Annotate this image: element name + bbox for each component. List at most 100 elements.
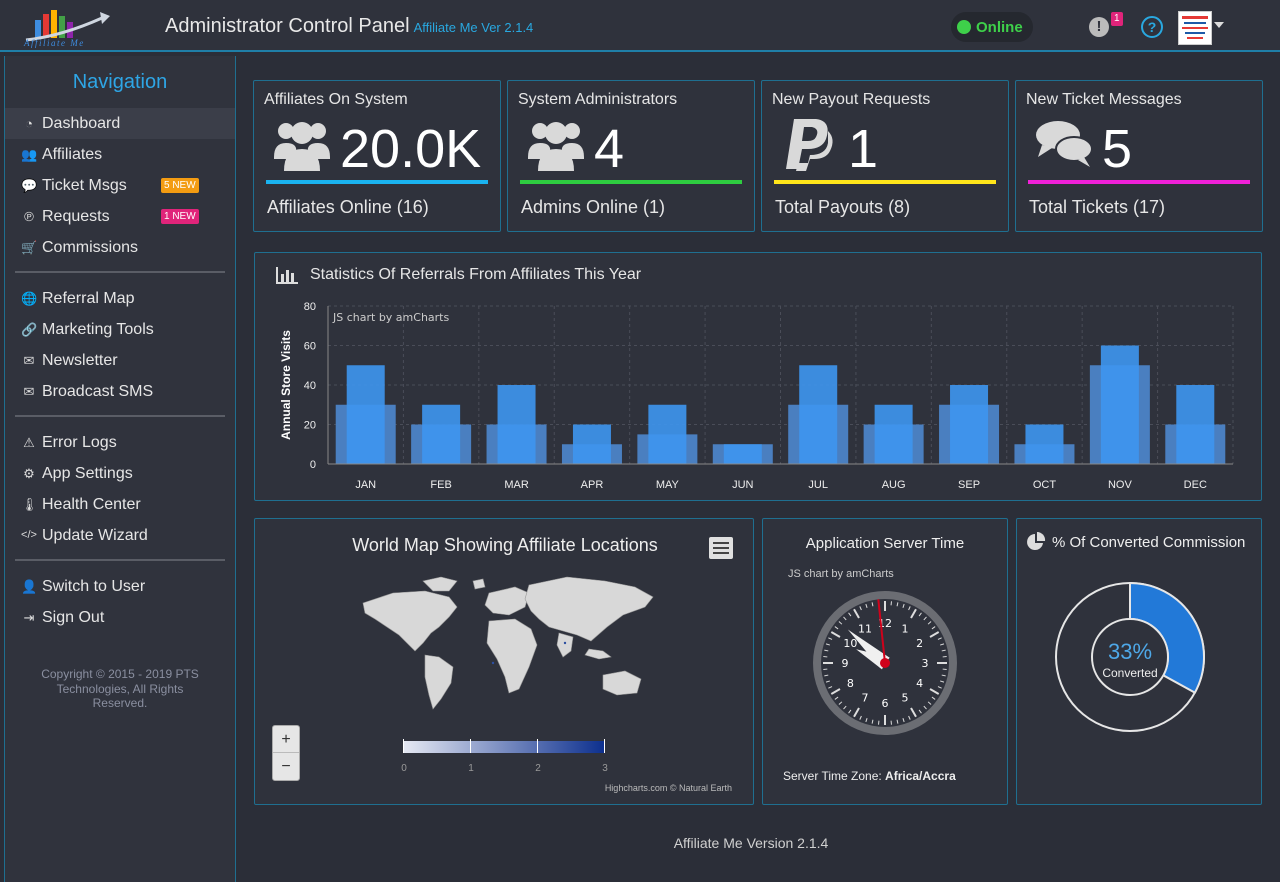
paypal-icon: ℗ xyxy=(24,209,34,224)
exclamation-icon[interactable]: ! xyxy=(1089,17,1109,37)
stat-value: 20.0K xyxy=(340,119,482,179)
thermometer-icon: 🌡 xyxy=(21,497,38,512)
app-title: Administrator Control Panel Affiliate Me … xyxy=(165,15,533,38)
chevron-down-icon[interactable] xyxy=(1214,22,1224,28)
stat-color-bar xyxy=(266,180,488,184)
stat-value: 4 xyxy=(594,119,625,179)
map-credit[interactable]: Highcharts.com © Natural Earth xyxy=(604,783,732,793)
bar-series-2[interactable] xyxy=(648,404,687,464)
zoom-controls: + − xyxy=(272,725,300,781)
clock-tick xyxy=(941,674,946,677)
clock-tick xyxy=(918,709,922,714)
y-tick-label: 0 xyxy=(310,459,316,471)
referrals-panel: Statistics Of Referrals From Affiliates … xyxy=(254,252,1262,501)
bar-series-2[interactable] xyxy=(1176,385,1215,464)
world-map xyxy=(362,576,654,710)
clock-tick xyxy=(931,626,936,630)
clock-tick xyxy=(843,616,847,621)
clock-tick xyxy=(838,701,843,705)
nav-list: ◔ Dashboard 👥 Affiliates 💬 Ticket Msgs 5 NEW ℗ R… xyxy=(5,108,235,633)
sidebar-item-label: Commissions xyxy=(42,239,139,256)
status-dot-icon xyxy=(957,20,971,34)
zoom-out-button[interactable]: − xyxy=(281,758,291,775)
bar-series-2[interactable] xyxy=(1025,424,1064,465)
nav-divider xyxy=(15,415,225,417)
sidebar-item-label: Newsletter xyxy=(42,352,118,369)
question-icon[interactable]: ? xyxy=(1141,16,1163,38)
sidebar-item-error-logs[interactable]: ⚠ Error Logs xyxy=(5,427,235,458)
sidebar-item-commissions[interactable]: 🛒 Commissions xyxy=(5,232,235,263)
sidebar-item-label: Sign Out xyxy=(42,609,105,626)
clock-tick xyxy=(834,696,839,700)
clock-tick xyxy=(940,643,945,646)
clock-tick xyxy=(830,688,841,695)
top-bar: Affiliate Me Administrator Control Panel… xyxy=(0,0,1280,52)
sidebar-item-health-center[interactable]: 🌡 Health Center xyxy=(5,489,235,520)
sidebar-item-label: Affiliates xyxy=(42,146,103,163)
server-time-title: Application Server Time xyxy=(805,535,965,552)
nav-divider xyxy=(15,271,225,273)
bar-series-2[interactable] xyxy=(1100,345,1139,465)
bar-series-2[interactable] xyxy=(950,385,989,464)
clock-tick xyxy=(908,606,911,611)
legend-tick-label: 2 xyxy=(535,763,541,774)
sidebar-item-requests[interactable]: ℗ Requests 1 NEW xyxy=(5,201,235,232)
bar-series-2[interactable] xyxy=(723,444,762,464)
stat-card[interactable]: New Payout Requests 1 Total Payouts (8) xyxy=(761,80,1009,232)
globe-icon: 🌐 xyxy=(21,291,38,306)
bar-series-2[interactable] xyxy=(572,424,611,465)
clock-number: 1 xyxy=(902,622,909,635)
menu-icon[interactable] xyxy=(709,537,733,559)
stat-footer: Total Payouts (8) xyxy=(775,197,911,217)
x-tick-label: SEP xyxy=(958,479,980,491)
sidebar-item-ticket-msgs[interactable]: 💬 Ticket Msgs 5 NEW xyxy=(5,170,235,201)
legend-tick-mark xyxy=(604,739,605,753)
affiliate-me-logo[interactable]: Affiliate Me xyxy=(22,6,122,48)
page-footer: Affiliate Me Version 2.1.4 xyxy=(673,835,829,851)
legend-tick-label: 0 xyxy=(401,763,407,774)
stat-color-bar xyxy=(520,180,742,184)
online-status[interactable]: Online xyxy=(951,12,1033,42)
x-tick-label: APR xyxy=(581,479,604,491)
sidebar-item-sign-out[interactable]: ⇥ Sign Out xyxy=(5,602,235,633)
clock-number: 3 xyxy=(922,657,929,670)
clock-number: 8 xyxy=(847,677,854,690)
clock-tick xyxy=(931,696,936,700)
clock-tick xyxy=(927,701,932,705)
sidebar-item-referral-map[interactable]: 🌐 Referral Map xyxy=(5,283,235,314)
clock-tick xyxy=(941,649,946,652)
sidebar-item-update-wizard[interactable]: </> Update Wizard xyxy=(5,520,235,551)
users-icon xyxy=(528,117,584,171)
stat-card[interactable]: System Administrators 4 Admins Online (1… xyxy=(507,80,755,232)
clock-number: 6 xyxy=(882,697,889,710)
avatar[interactable] xyxy=(1178,11,1212,45)
pie-chart-icon xyxy=(1027,532,1046,550)
y-tick-label: 80 xyxy=(304,301,316,313)
bar-series-2[interactable] xyxy=(422,404,461,464)
legend-tick-label: 3 xyxy=(602,763,608,774)
commission-label: Converted xyxy=(1102,666,1158,680)
sign-out-icon: ⇥ xyxy=(23,610,35,625)
clock-center xyxy=(880,658,890,668)
sidebar-item-broadcast-sms[interactable]: ✉ Broadcast SMS xyxy=(5,376,235,407)
sidebar-item-app-settings[interactable]: ⚙ App Settings xyxy=(5,458,235,489)
zoom-in-button[interactable]: + xyxy=(273,726,299,753)
sidebar-item-newsletter[interactable]: ✉ Newsletter xyxy=(5,345,235,376)
y-tick-label: 20 xyxy=(304,420,316,432)
sidebar-item-marketing-tools[interactable]: 🔗 Marketing Tools xyxy=(5,314,235,345)
stat-card[interactable]: New Ticket Messages 5 Total Tickets (17) xyxy=(1015,80,1263,232)
bar-series-2[interactable] xyxy=(799,365,838,464)
sidebar: Navigation ◔ Dashboard 👥 Affiliates 💬 Ticket … xyxy=(4,56,236,882)
timezone-value: Africa/Accra xyxy=(885,769,956,783)
svg-text:Affiliate Me: Affiliate Me xyxy=(23,38,85,48)
bar-series-2[interactable] xyxy=(346,365,385,464)
clock-tick xyxy=(929,631,940,638)
sidebar-item-switch-to-user[interactable]: 👤 Switch to User xyxy=(5,571,235,602)
stat-card[interactable]: Affiliates On System 20.0K Affiliates On… xyxy=(253,80,501,232)
bar-series-2[interactable] xyxy=(874,404,913,464)
donut-hole xyxy=(1091,618,1169,696)
sidebar-item-dashboard[interactable]: ◔ Dashboard xyxy=(5,108,235,139)
x-tick-label: OCT xyxy=(1033,479,1057,491)
sidebar-item-affiliates[interactable]: 👥 Affiliates xyxy=(5,139,235,170)
bar-series-2[interactable] xyxy=(497,385,536,464)
